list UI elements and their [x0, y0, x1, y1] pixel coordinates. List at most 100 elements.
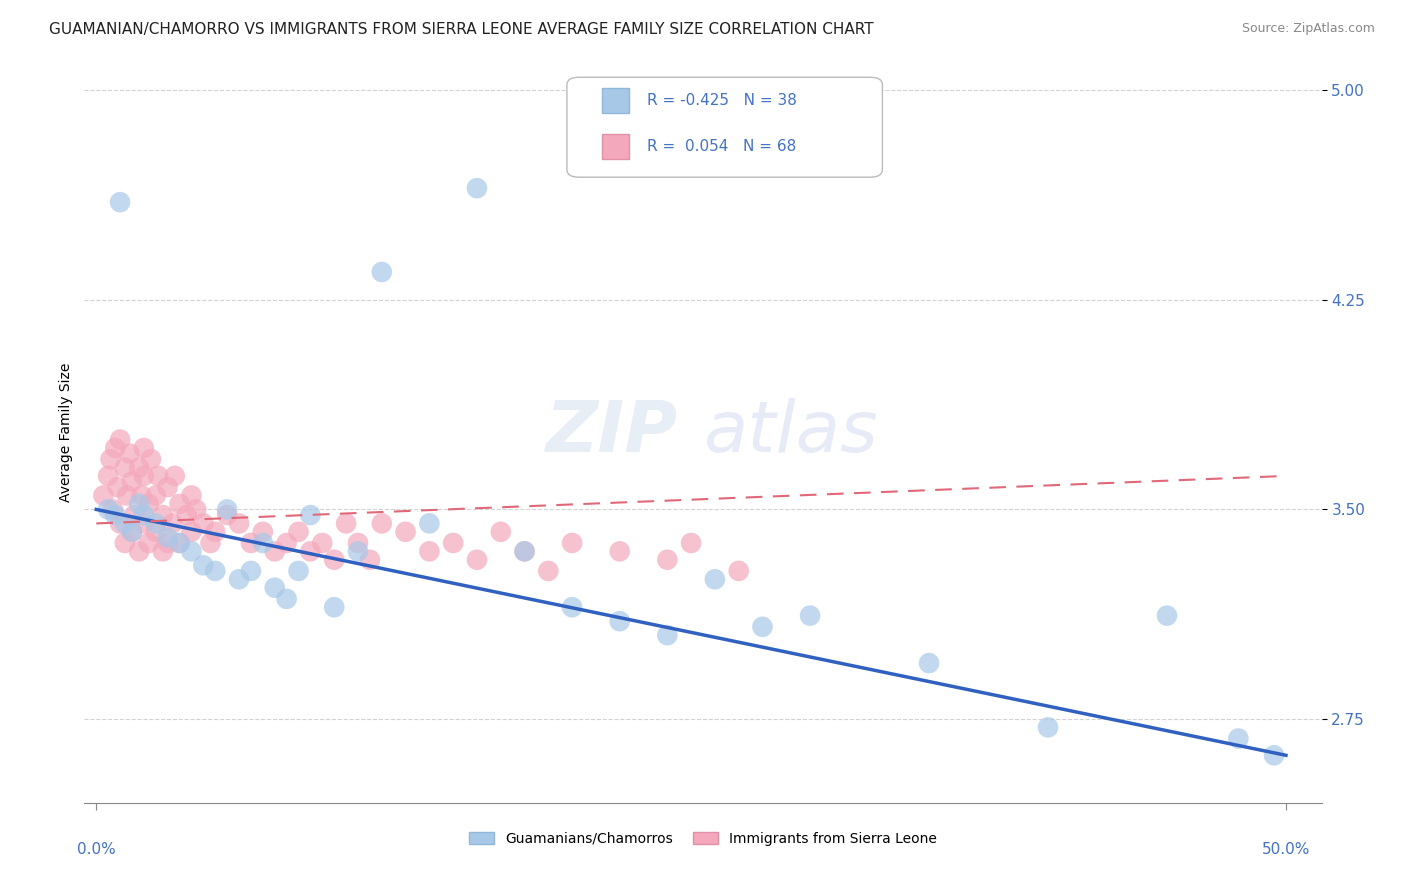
- Point: [200, 536, 222, 550]
- Point: [228, 516, 250, 531]
- Text: ZIP: ZIP: [546, 398, 678, 467]
- Bar: [602, 88, 628, 112]
- Point: [1227, 731, 1250, 746]
- Point: [101, 502, 124, 516]
- Point: [132, 516, 155, 531]
- Point: [239, 564, 262, 578]
- Point: [139, 452, 162, 467]
- Point: [162, 516, 184, 531]
- Point: [114, 460, 136, 475]
- Point: [121, 475, 143, 489]
- Point: [751, 620, 773, 634]
- Point: [347, 536, 370, 550]
- Point: [128, 544, 150, 558]
- Point: [121, 524, 143, 539]
- Point: [465, 181, 488, 195]
- Point: [799, 608, 821, 623]
- Point: [727, 564, 749, 578]
- Point: [918, 656, 941, 670]
- Point: [263, 581, 285, 595]
- Point: [145, 488, 167, 502]
- Point: [609, 614, 631, 628]
- Point: [132, 469, 155, 483]
- Point: [138, 497, 160, 511]
- Point: [114, 536, 136, 550]
- Point: [169, 536, 191, 550]
- Point: [108, 195, 131, 210]
- Point: [146, 469, 169, 483]
- Point: [152, 544, 174, 558]
- Point: [115, 488, 138, 502]
- Point: [100, 452, 122, 467]
- Point: [128, 497, 150, 511]
- Point: [228, 572, 250, 586]
- Point: [121, 524, 143, 539]
- Point: [108, 433, 131, 447]
- Text: R = -0.425   N = 38: R = -0.425 N = 38: [647, 93, 797, 108]
- Point: [418, 516, 440, 531]
- Point: [152, 508, 174, 522]
- Point: [394, 524, 416, 539]
- Point: [104, 508, 127, 522]
- Point: [97, 502, 120, 516]
- FancyBboxPatch shape: [567, 78, 883, 178]
- Point: [537, 564, 560, 578]
- Point: [163, 469, 186, 483]
- Point: [239, 536, 262, 550]
- Point: [311, 536, 333, 550]
- Point: [217, 508, 239, 522]
- Point: [156, 530, 179, 544]
- Point: [561, 600, 583, 615]
- Point: [180, 488, 202, 502]
- Text: 0.0%: 0.0%: [77, 842, 115, 856]
- Point: [104, 441, 127, 455]
- Point: [156, 536, 179, 550]
- Point: [145, 524, 167, 539]
- Point: [657, 628, 679, 642]
- Point: [118, 446, 141, 460]
- Point: [131, 488, 153, 502]
- Point: [217, 502, 239, 516]
- Point: [193, 516, 215, 531]
- Point: [252, 536, 274, 550]
- Point: [299, 544, 322, 558]
- Legend: Guamanians/Chamorros, Immigrants from Sierra Leone: Guamanians/Chamorros, Immigrants from Si…: [463, 826, 943, 851]
- Point: [371, 265, 394, 279]
- Point: [335, 516, 357, 531]
- Point: [263, 544, 285, 558]
- Point: [359, 553, 381, 567]
- Point: [657, 553, 679, 567]
- Point: [489, 524, 512, 539]
- Point: [371, 516, 394, 531]
- Point: [169, 536, 191, 550]
- Text: Source: ZipAtlas.com: Source: ZipAtlas.com: [1241, 22, 1375, 36]
- Y-axis label: Average Family Size: Average Family Size: [59, 363, 73, 502]
- Point: [145, 516, 167, 531]
- Point: [465, 553, 488, 567]
- Point: [128, 460, 150, 475]
- Point: [513, 544, 536, 558]
- Point: [418, 544, 440, 558]
- Point: [204, 564, 226, 578]
- Point: [252, 524, 274, 539]
- Point: [124, 508, 146, 522]
- Point: [323, 553, 346, 567]
- Point: [97, 469, 120, 483]
- Point: [132, 508, 155, 522]
- Text: 50.0%: 50.0%: [1261, 842, 1310, 856]
- Point: [108, 516, 131, 531]
- Point: [681, 536, 703, 550]
- Point: [1263, 748, 1285, 763]
- Point: [441, 536, 464, 550]
- Point: [107, 480, 129, 494]
- Text: atlas: atlas: [703, 398, 877, 467]
- Point: [176, 508, 198, 522]
- Point: [299, 508, 322, 522]
- Point: [114, 516, 136, 531]
- Text: GUAMANIAN/CHAMORRO VS IMMIGRANTS FROM SIERRA LEONE AVERAGE FAMILY SIZE CORRELATI: GUAMANIAN/CHAMORRO VS IMMIGRANTS FROM SI…: [49, 22, 875, 37]
- Point: [287, 524, 309, 539]
- Point: [347, 544, 370, 558]
- Point: [180, 544, 202, 558]
- Point: [513, 544, 536, 558]
- Point: [276, 536, 298, 550]
